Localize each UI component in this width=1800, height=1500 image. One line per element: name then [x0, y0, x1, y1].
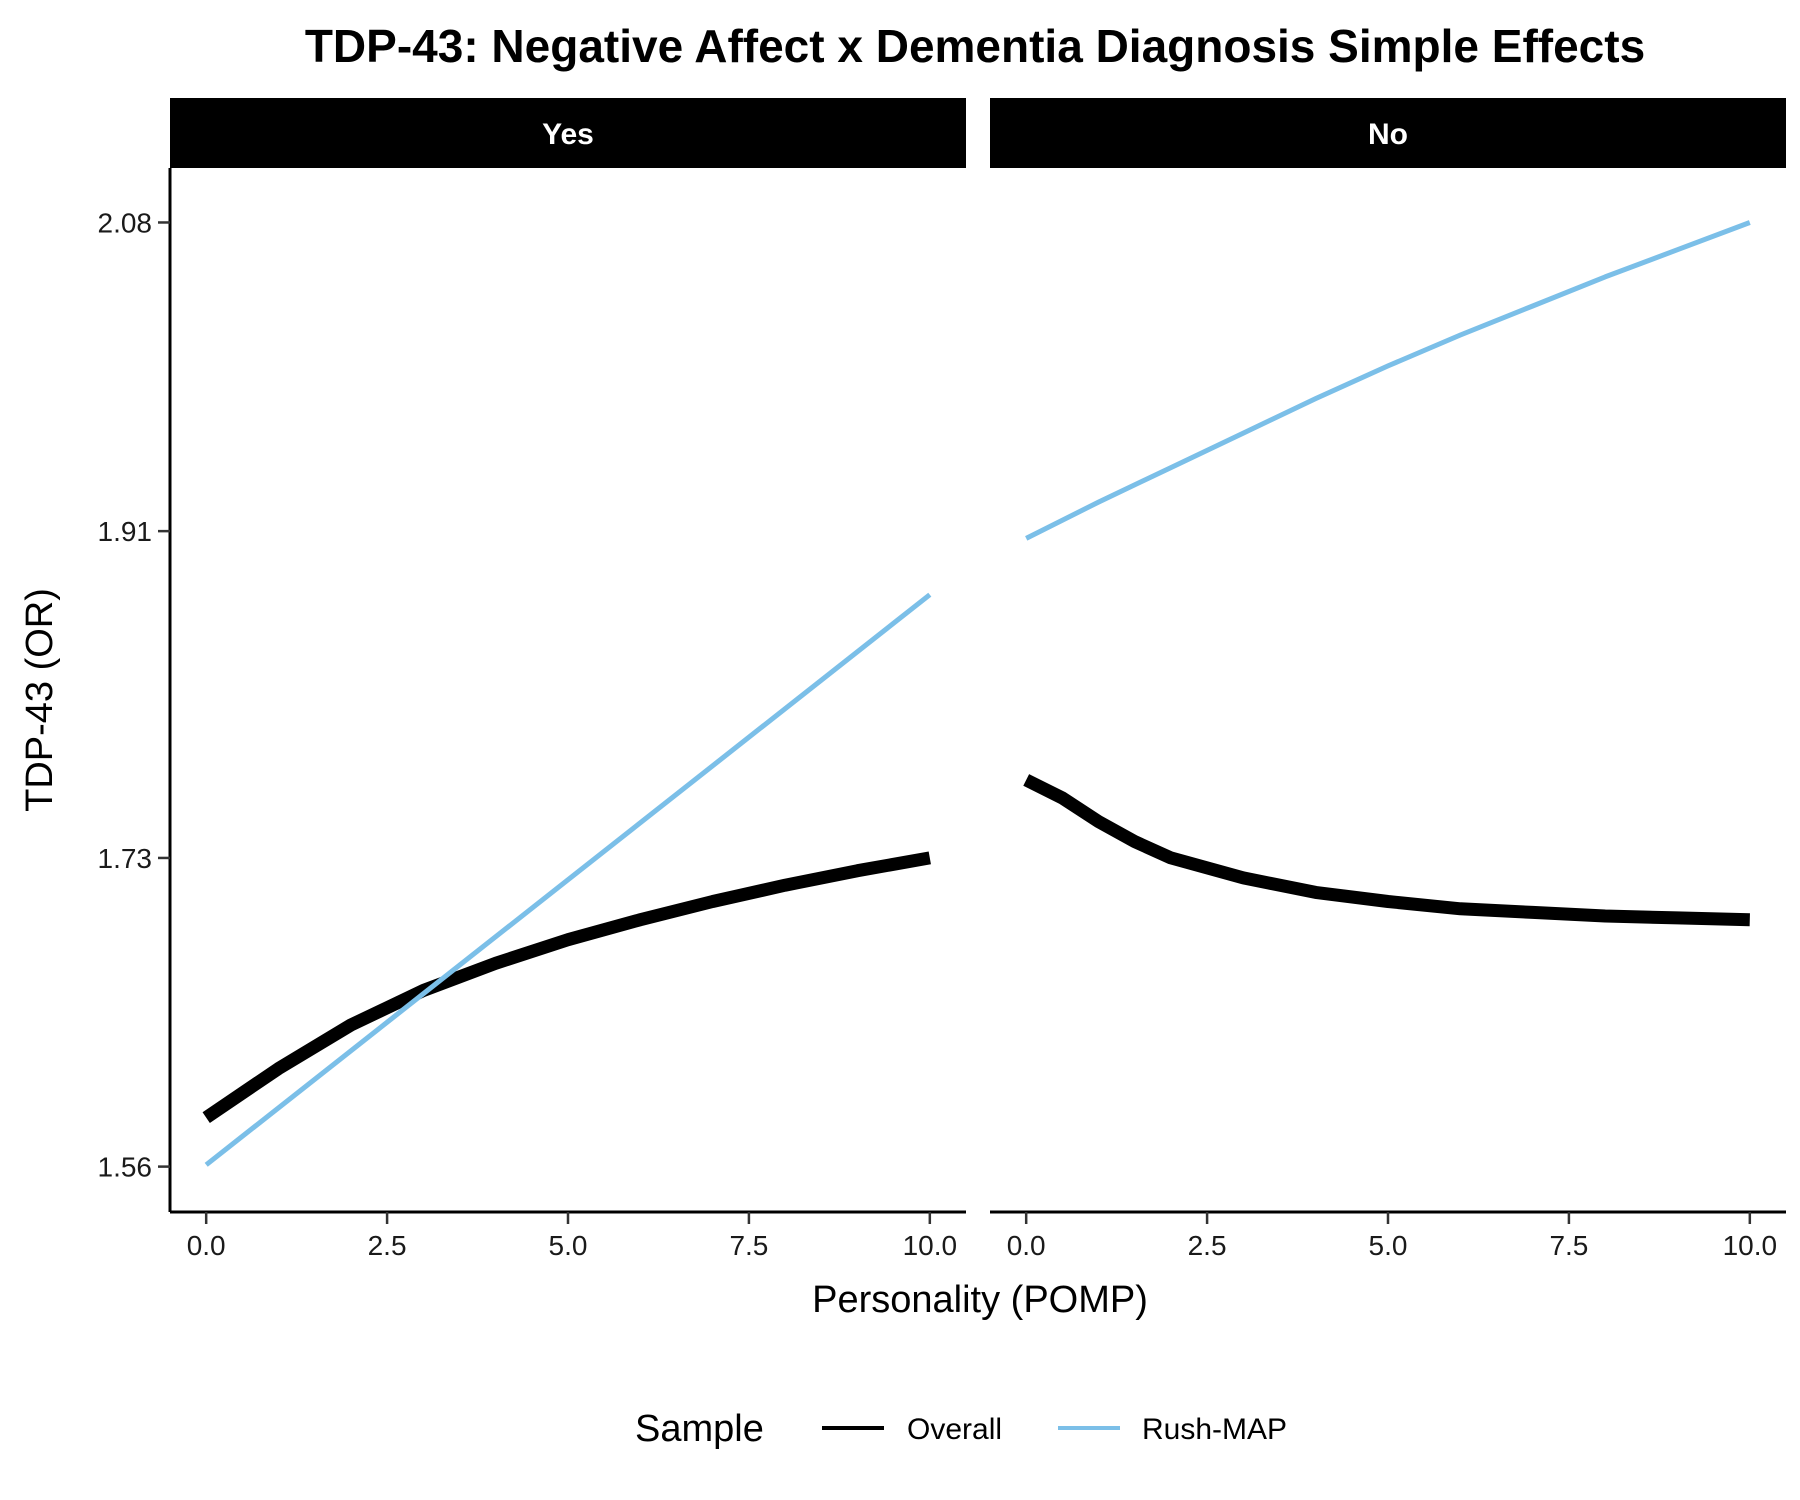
x-tick-label: 0.0 — [187, 1230, 226, 1261]
x-tick-label: 7.5 — [1549, 1230, 1588, 1261]
panel-no: No 0.0 2.5 5.0 7.5 10.0 — [990, 98, 1786, 1261]
chart-title: TDP-43: Negative Affect x Dementia Diagn… — [305, 20, 1645, 72]
series-line-overall — [202, 851, 931, 1123]
x-tick-label: 7.5 — [729, 1230, 768, 1261]
panel-yes: Yes 0.0 2.5 5.0 7.5 10.0 1.56 1.73 1.91 2.08 — [98, 98, 966, 1261]
series-line-overall — [1023, 774, 1750, 927]
y-tick-label: 1.73 — [98, 843, 153, 874]
x-tick-label: 0.0 — [1007, 1230, 1046, 1261]
x-tick-label: 5.0 — [549, 1230, 588, 1261]
series-line-rush-map — [1025, 220, 1751, 541]
facet-strip — [990, 98, 1786, 168]
legend: Sample Overall Rush-MAP — [635, 1408, 1287, 1450]
facet-strip-label: Yes — [542, 118, 594, 151]
facet-strip-label: No — [1368, 118, 1408, 151]
y-tick-label: 1.91 — [98, 516, 153, 547]
x-tick-label: 2.5 — [368, 1230, 407, 1261]
x-tick-label: 10.0 — [903, 1230, 958, 1261]
x-tick-label: 2.5 — [1188, 1230, 1227, 1261]
legend-label-overall: Overall — [907, 1413, 1002, 1446]
panels: Yes 0.0 2.5 5.0 7.5 10.0 1.56 1.73 1.91 2.08 No 0.0… — [98, 98, 1786, 1261]
y-tick-label: 2.08 — [98, 207, 153, 238]
x-tick-label: 5.0 — [1369, 1230, 1408, 1261]
legend-label-rush-map: Rush-MAP — [1142, 1413, 1287, 1446]
series-line-rush-map — [204, 592, 932, 1167]
x-axis-title: Personality (POMP) — [812, 1279, 1148, 1321]
y-tick-label: 1.56 — [98, 1152, 153, 1183]
x-tick-label: 10.0 — [1723, 1230, 1778, 1261]
legend-title: Sample — [635, 1408, 764, 1450]
facet-strip — [170, 98, 966, 168]
y-axis-title: TDP-43 (OR) — [19, 588, 61, 812]
